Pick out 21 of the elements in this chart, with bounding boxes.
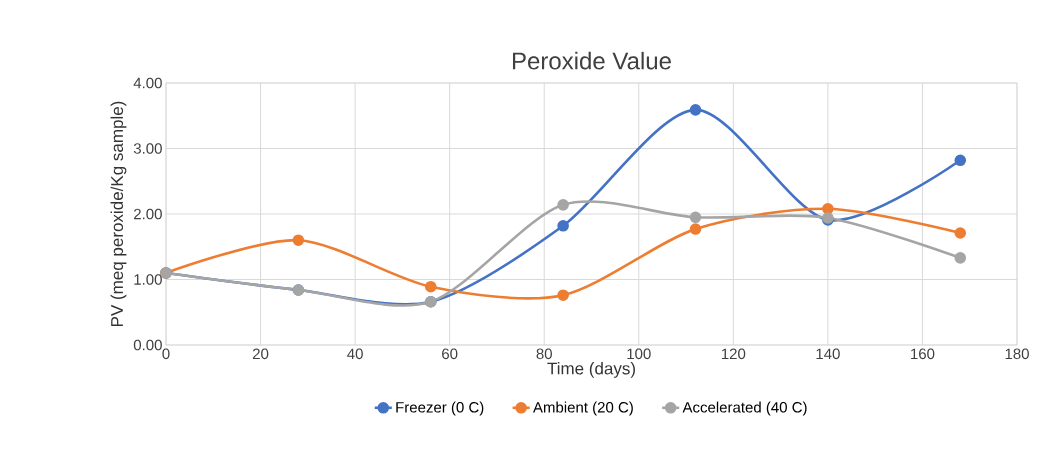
x-tick-label: 160 xyxy=(911,348,935,360)
x-axis-title: Time (days) xyxy=(547,362,635,378)
legend-label: Freezer (0 C) xyxy=(396,401,484,416)
x-tick-label: 120 xyxy=(721,348,746,360)
y-axis-title: PV (meq peroxide/Kg sample) xyxy=(110,101,127,326)
x-tick-label: 80 xyxy=(536,348,552,360)
x-tick-label: 100 xyxy=(627,348,651,360)
y-tick-label: 2.00 xyxy=(134,208,162,220)
y-tick-label: 0.00 xyxy=(133,339,162,351)
x-tick-label: 0 xyxy=(162,348,170,360)
x-tick-label: 40 xyxy=(347,348,363,360)
y-tick-label: 3.00 xyxy=(133,143,162,154)
x-tick-label: 140 xyxy=(816,348,840,360)
y-tick-label: 1.00 xyxy=(134,274,162,285)
legend-label: Ambient (20 C) xyxy=(532,401,633,416)
legend-label: Accelerated (40 C) xyxy=(682,401,807,416)
y-tick-label: 4.00 xyxy=(133,77,162,89)
x-tick-label: 180 xyxy=(1005,348,1029,360)
x-tick-label: 20 xyxy=(252,348,269,360)
x-tick-label: 60 xyxy=(442,348,458,360)
chart-title: Peroxide Value xyxy=(512,51,671,70)
